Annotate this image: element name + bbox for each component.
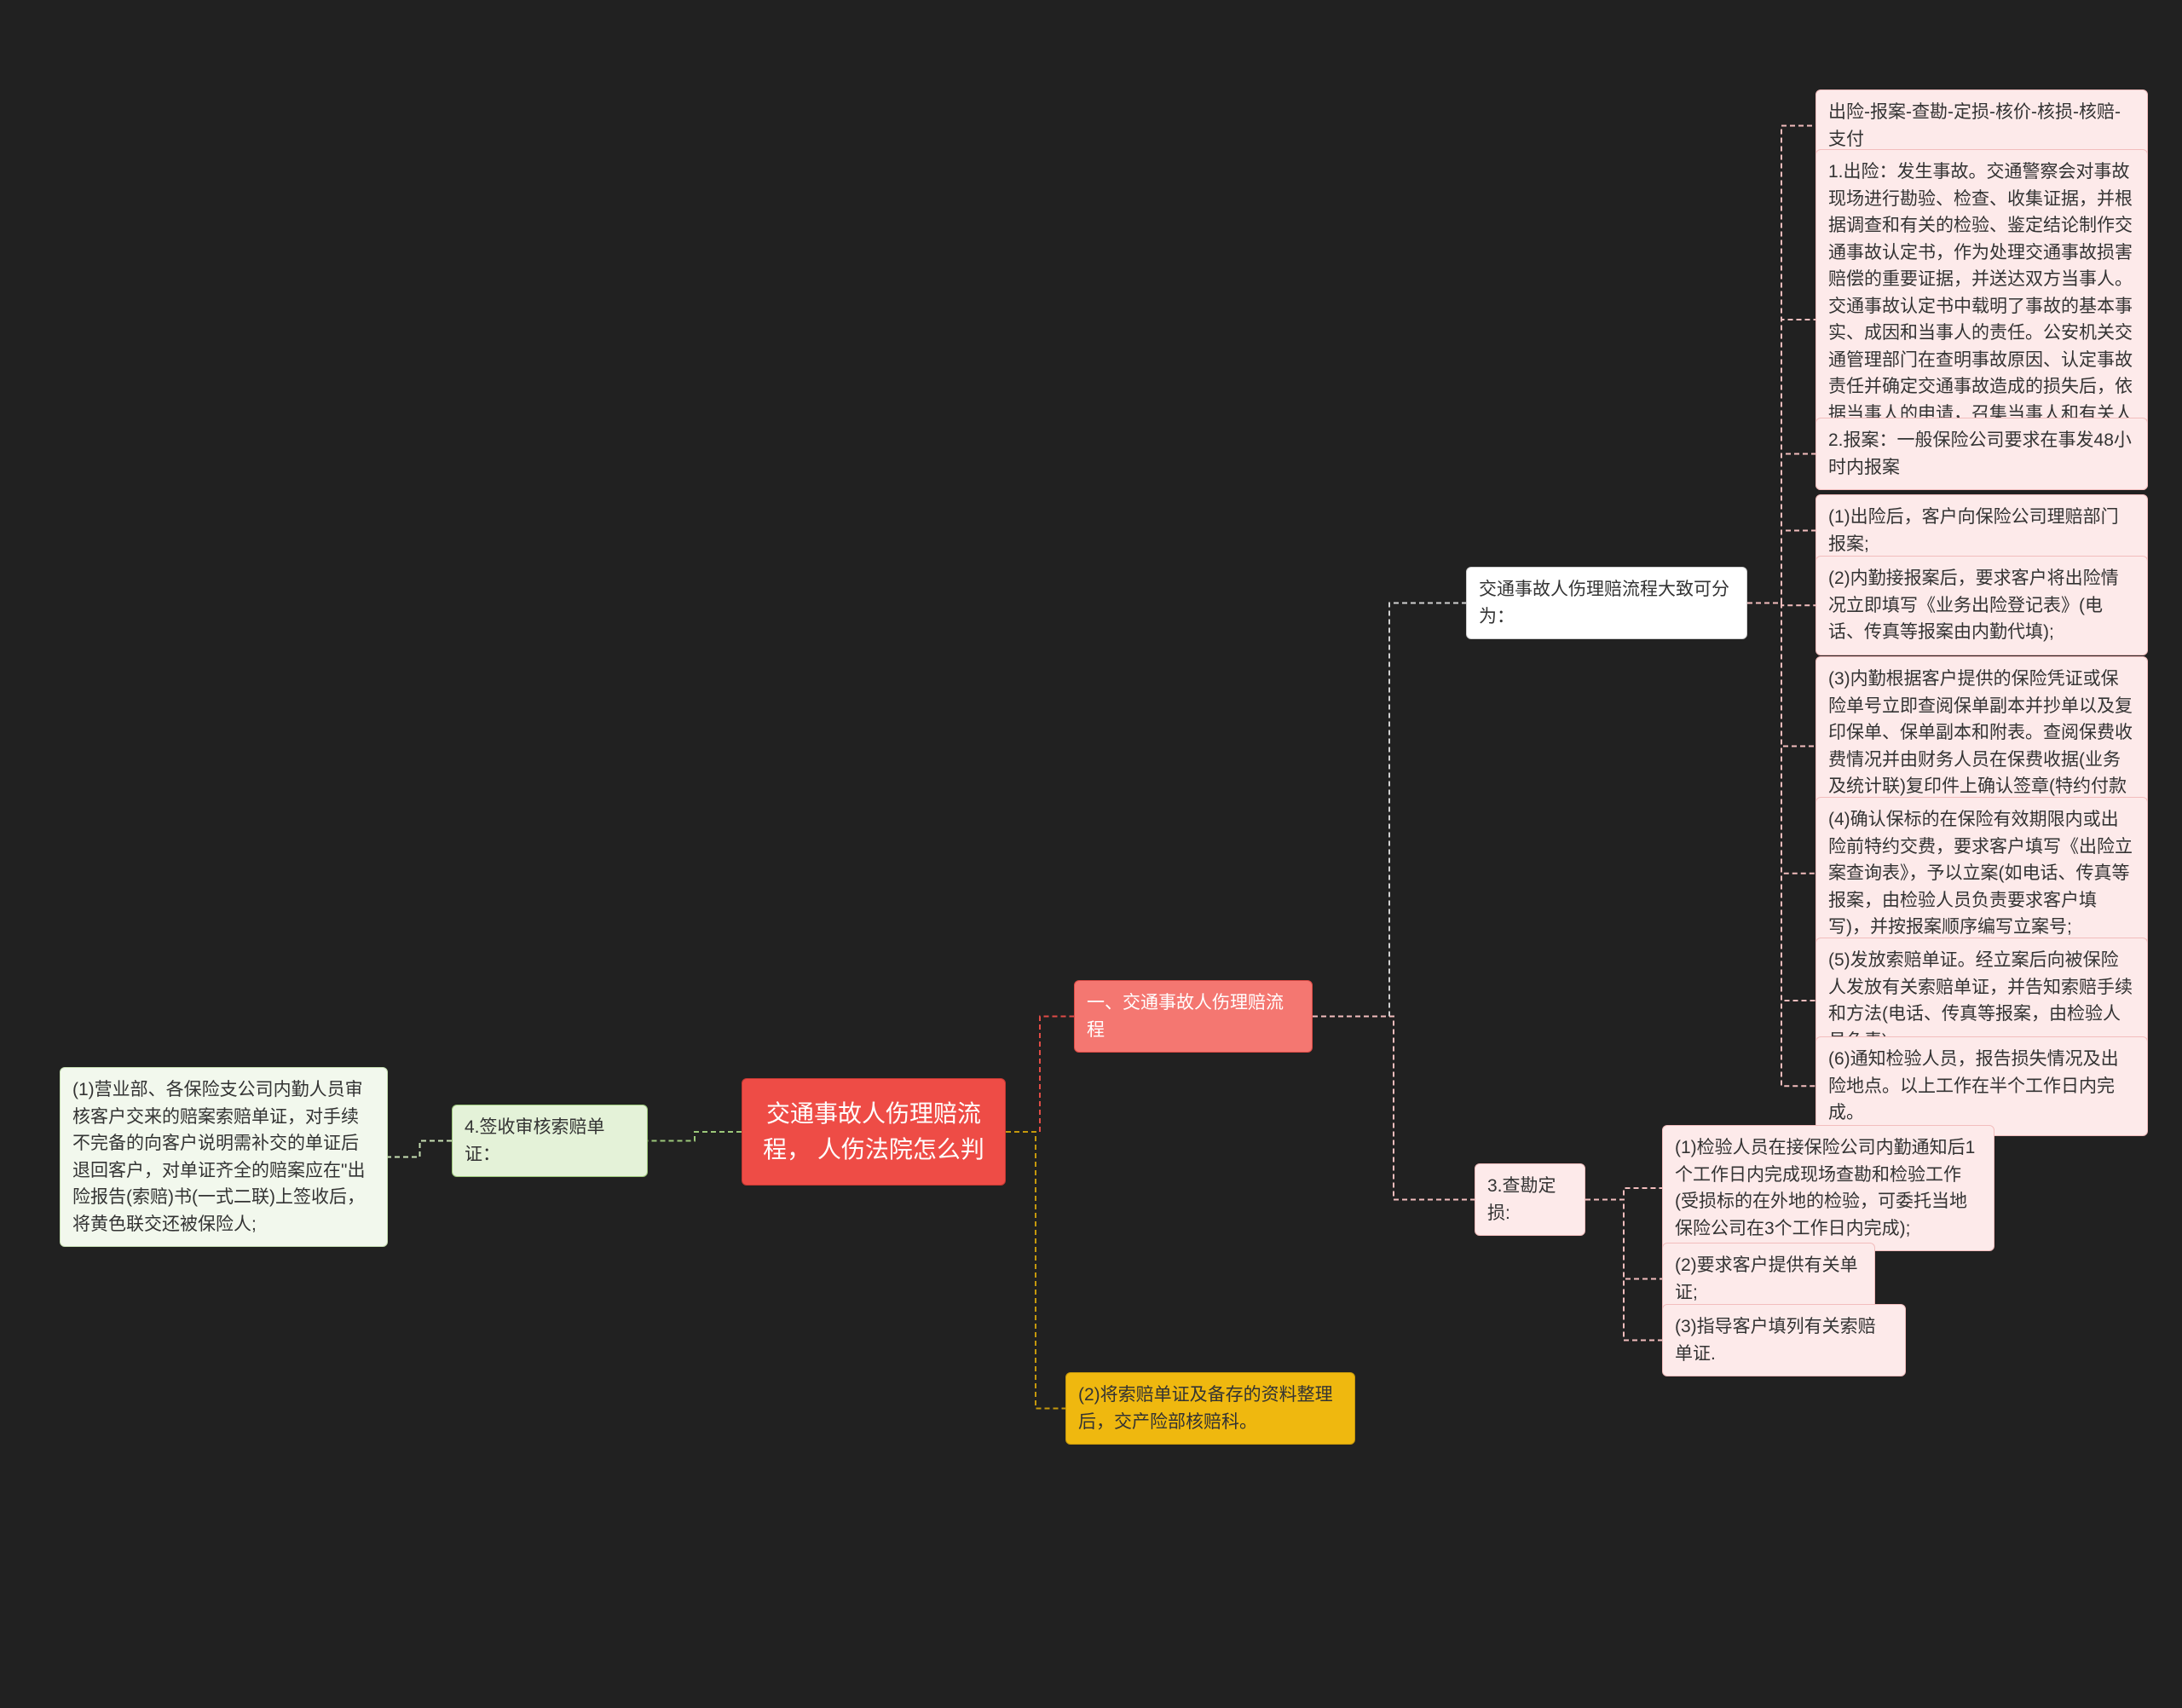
connector [1747, 454, 1815, 603]
root-node: 交通事故人伤理赔流程， 人伤法院怎么判 [742, 1078, 1006, 1186]
node-section2: (2)将索赔单证及备存的资料整理后，交产险部核赔科。 [1065, 1372, 1355, 1445]
connector [1747, 126, 1815, 603]
node-report-4: (4)确认保标的在保险有效期限内或出险前特约交费，要求客户填写《出险立案查询表》… [1815, 797, 2148, 950]
connector [1585, 1188, 1662, 1200]
connector [1313, 1017, 1475, 1200]
connector [1313, 603, 1466, 1017]
connector [1747, 531, 1815, 603]
node-report-2: (2)内勤接报案后，要求客户将出险情况立即填写《业务出险登记表》(电话、传真等报… [1815, 556, 2148, 655]
connector [388, 1141, 452, 1157]
node-step3: 3.查勘定损: [1475, 1163, 1585, 1236]
connector [648, 1132, 742, 1141]
connector [1747, 603, 1815, 747]
connector [1585, 1200, 1662, 1279]
connector [1747, 603, 1815, 874]
node-inspect-1: (1)检验人员在接保险公司内勤通知后1个工作日内完成现场查勘和检验工作(受损标的… [1662, 1125, 1994, 1251]
connector [1747, 603, 1815, 606]
node-flow-heading: 交通事故人伤理赔流程大致可分为： [1466, 567, 1747, 639]
connector [1747, 603, 1815, 1001]
node-step4-detail1: (1)营业部、各保险支公司内勤人员审核客户交来的赔案索赔单证，对手续不完备的向客… [60, 1067, 388, 1247]
connector [1006, 1017, 1074, 1133]
connector [1585, 1200, 1662, 1341]
connector [1006, 1132, 1065, 1409]
node-report-6: (6)通知检验人员，报告损失情况及出险地点。以上工作在半个工作日内完成。 [1815, 1036, 2148, 1136]
connector [1747, 603, 1815, 1087]
mindmap-canvas: 交通事故人伤理赔流程， 人伤法院怎么判 4.签收审核索赔单证： (1)营业部、各… [0, 0, 2182, 1708]
node-inspect-3: (3)指导客户填列有关索赔单证. [1662, 1304, 1906, 1376]
node-section1: 一、交通事故人伤理赔流程 [1074, 980, 1313, 1053]
connector [1747, 320, 1815, 603]
node-step2-report: 2.报案：一般保险公司要求在事发48小时内报案 [1815, 418, 2148, 490]
node-step4: 4.签收审核索赔单证： [452, 1105, 648, 1177]
